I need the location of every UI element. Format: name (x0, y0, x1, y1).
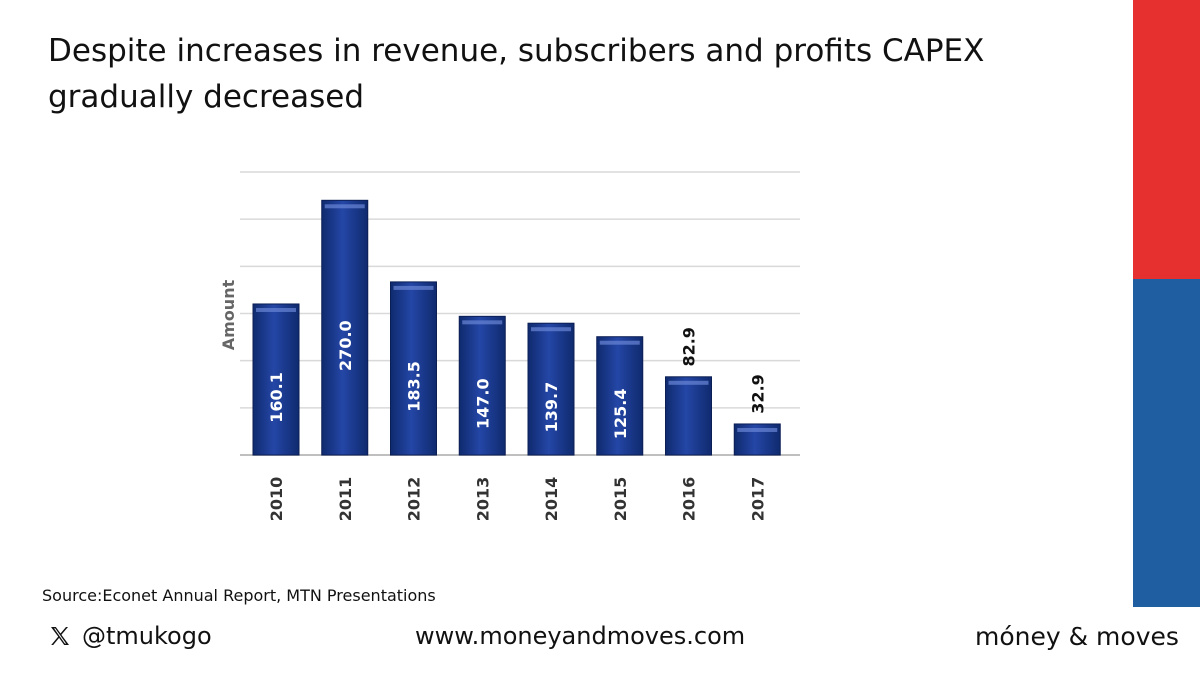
capex-bar-chart: 160.1 270.0 183.5 147.0 139.7 125.4 82.9 32.9 2… (219, 171, 800, 522)
x-tick-labels: 2010 2011 2012 2013 2014 2015 2016 2017 (267, 477, 767, 522)
data-labels: 160.1 270.0 183.5 147.0 139.7 125.4 82.9 32.9 (267, 320, 767, 439)
bar-highlight (324, 204, 365, 209)
source-note: Source:Econet Annual Report, MTN Present… (42, 586, 436, 605)
data-label-2017: 32.9 (748, 374, 767, 413)
bar-2016 (665, 376, 712, 456)
x-tick-2017: 2017 (748, 477, 767, 522)
brand-logo: móney & moves (975, 622, 1179, 651)
x-tick-2016: 2016 (680, 477, 699, 522)
data-label-2011: 270.0 (336, 320, 355, 371)
handle-text: @tmukogo (82, 622, 212, 650)
bar-highlight (737, 427, 778, 432)
x-tick-2014: 2014 (542, 477, 561, 522)
x-tick-2013: 2013 (473, 477, 492, 522)
page-title: Despite increases in revenue, subscriber… (48, 33, 985, 115)
bar-2012 (390, 281, 437, 456)
x-tick-2015: 2015 (611, 477, 630, 522)
x-logo-icon (51, 627, 69, 645)
bar-2015 (596, 336, 644, 456)
data-label-2010: 160.1 (267, 372, 286, 423)
x-tick-2011: 2011 (336, 477, 355, 522)
social-handle[interactable]: @tmukogo (48, 622, 212, 650)
x-tick-2012: 2012 (405, 477, 424, 522)
data-label-2016: 82.9 (680, 327, 699, 366)
website-link[interactable]: www.moneyandmoves.com (415, 622, 746, 650)
bar-2013 (458, 315, 506, 456)
bar-highlight (256, 307, 296, 312)
bar-2011 (321, 199, 369, 456)
data-label-2012: 183.5 (405, 361, 424, 412)
bar-highlight (393, 285, 434, 290)
accent-stripe-red (1133, 0, 1200, 279)
bar-highlight (668, 380, 709, 385)
bar-highlight (599, 340, 640, 345)
bar-highlight (531, 327, 571, 332)
accent-stripe-blue (1133, 279, 1200, 607)
bar-2010 (252, 303, 300, 456)
bars (252, 199, 781, 456)
data-label-2013: 147.0 (473, 378, 492, 429)
x-tick-2010: 2010 (267, 477, 286, 522)
bar-2014 (527, 322, 575, 456)
data-label-2015: 125.4 (611, 389, 630, 440)
y-axis-label: Amount (219, 279, 238, 350)
bar-highlight (462, 320, 503, 325)
data-label-2014: 139.7 (542, 382, 561, 433)
